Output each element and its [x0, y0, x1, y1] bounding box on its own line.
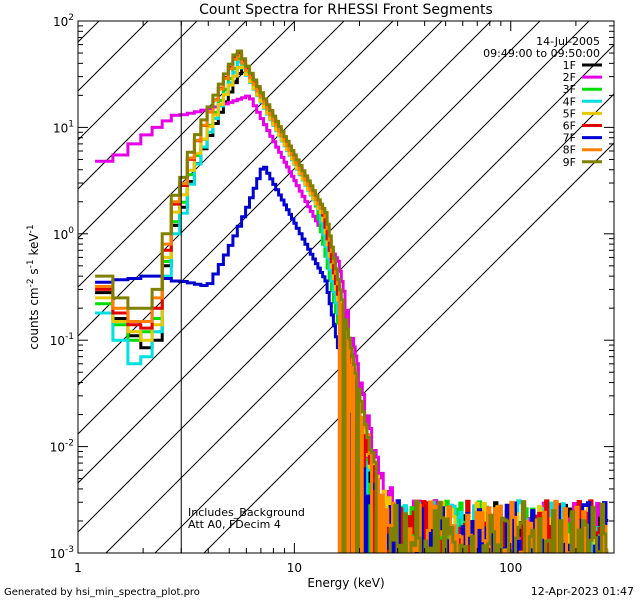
hatch-line: [78, 21, 149, 92]
y-axis-label: counts cm-2 s-1 keV-1: [26, 224, 41, 349]
legend-label-8F: 8F: [563, 144, 576, 157]
hatch-line: [78, 21, 492, 435]
legend-label-4F: 4F: [563, 95, 576, 108]
annotation-1: Att A0, FDecim 4: [188, 518, 281, 531]
x-tick-label-100: 100: [499, 561, 522, 575]
hatch-line: [78, 21, 345, 288]
hatch-line: [78, 21, 541, 484]
footer-generated-by: Generated by hsi_min_spectra_plot.pro: [4, 587, 200, 598]
y-tick-label: 10-3: [50, 545, 74, 561]
x-axis-label: Energy (keV): [307, 576, 384, 590]
hatch-line: [154, 93, 614, 553]
hatch-line: [105, 44, 614, 553]
legend-label-7F: 7F: [563, 132, 576, 145]
footer-timestamp: 12-Apr-2023 01:47: [531, 585, 634, 598]
legend-label-3F: 3F: [563, 83, 576, 96]
hatch-line: [78, 21, 443, 386]
y-tick-label: 100: [53, 226, 74, 242]
annotation-0: Includes_Background: [188, 506, 305, 519]
legend-label-6F: 6F: [563, 120, 576, 133]
x-tick-label-1: 1: [74, 561, 82, 575]
y-tick-label: 10-1: [50, 332, 74, 348]
series-9F-line: [95, 49, 608, 553]
y-tick-label: 102: [53, 13, 74, 29]
series-8F-line: [95, 53, 609, 553]
hatch-line: [78, 21, 394, 337]
hatch-line: [78, 21, 247, 190]
y-tick-label: 101: [53, 119, 74, 135]
hatch-line: [78, 21, 198, 141]
plot-frame: [77, 20, 615, 554]
legend-label-1F: 1F: [563, 59, 576, 72]
hatch-line: [203, 142, 614, 553]
x-tick-label-10: 10: [287, 561, 302, 575]
chart-title: Count Spectra for RHESSI Front Segments: [199, 2, 493, 18]
y-tick-label: 10-2: [50, 439, 74, 455]
time-range-label: 09:49:00 to 09:50:00: [483, 47, 600, 60]
legend-label-2F: 2F: [563, 71, 576, 84]
legend-label-5F: 5F: [563, 107, 576, 120]
date-label: 14-Jul-2005: [536, 35, 600, 48]
legend-label-9F: 9F: [563, 156, 576, 169]
